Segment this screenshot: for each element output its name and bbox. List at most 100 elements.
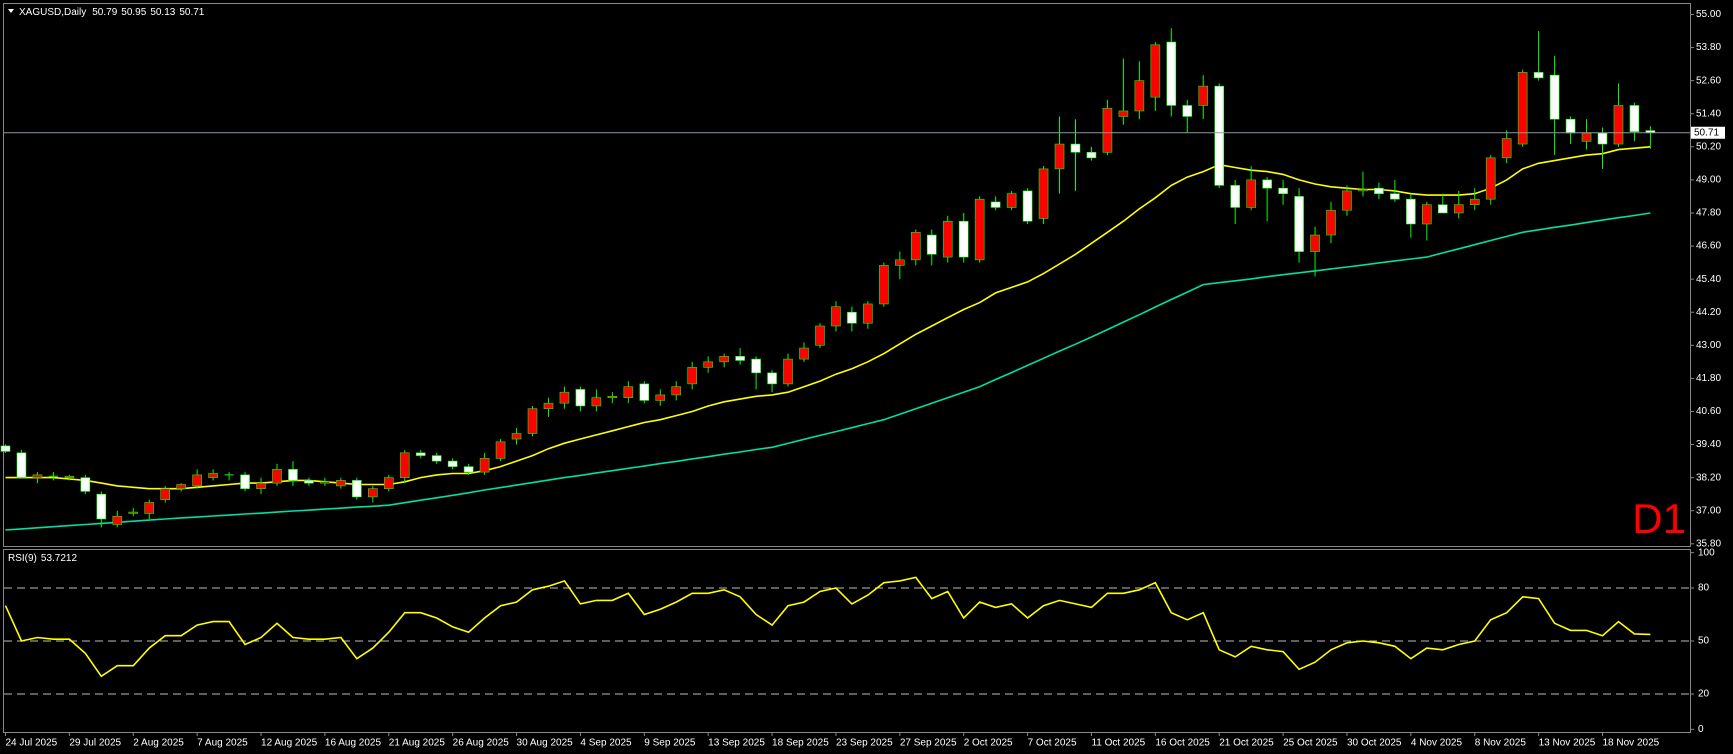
x-tick-label: 21 Oct 2025 (1219, 738, 1274, 749)
y-tick-label: 20 (1698, 689, 1710, 700)
candle-body (1406, 198, 1416, 225)
candle-body (591, 397, 602, 407)
candle-body (719, 356, 729, 363)
candle-body (1438, 204, 1448, 214)
candle-body (543, 402, 554, 410)
candle-body (0, 445, 11, 452)
candle-body (655, 394, 666, 401)
y-tick-label: 52.60 (1696, 75, 1721, 86)
menu-icon[interactable] (8, 9, 14, 13)
x-tick-label: 11 Oct 2025 (1091, 738, 1145, 749)
candle-body (112, 515, 123, 525)
candle-body (767, 372, 777, 385)
candle-body (1054, 143, 1065, 170)
y-tick-label: 38.20 (1696, 472, 1721, 483)
x-tick-label: 30 Aug 2025 (517, 738, 574, 749)
x-tick-label: 27 Sep 2025 (900, 738, 957, 749)
candle-body (847, 311, 857, 324)
candle-body (1006, 193, 1017, 208)
candle-body (288, 469, 298, 481)
candle-body (958, 220, 969, 258)
candle-body (559, 391, 570, 404)
candle-body (1038, 168, 1049, 219)
candle-body (607, 396, 618, 398)
candle-body (751, 358, 761, 374)
candle-body (383, 477, 394, 489)
candle-body (735, 356, 745, 361)
y-tick-label: 43.00 (1696, 340, 1721, 351)
candle-body (256, 482, 266, 489)
candle-body (815, 325, 825, 346)
candle-body (336, 480, 346, 487)
candle-body (431, 455, 442, 462)
candle-body (1326, 209, 1336, 236)
candle-body (703, 361, 713, 368)
candle-body (1501, 138, 1512, 159)
y-tick-label: 51.40 (1696, 108, 1721, 119)
candle-body (1166, 41, 1177, 106)
candle-body (463, 466, 474, 473)
candle-body (1150, 44, 1161, 98)
candle-body (80, 477, 91, 492)
y-tick-label: 45.40 (1696, 274, 1721, 285)
candle-body (1469, 198, 1480, 205)
y-tick-label: 49.00 (1696, 175, 1721, 186)
candle-body (799, 347, 809, 360)
low-value: 50.13 (150, 7, 175, 18)
x-tick-label: 8 Nov 2025 (1475, 738, 1527, 749)
candle-body (511, 433, 522, 440)
candle-body (368, 488, 378, 498)
candle-body (990, 201, 1001, 208)
candle-body (974, 198, 985, 261)
candle-body (1086, 152, 1097, 159)
x-tick-label: 4 Nov 2025 (1411, 738, 1463, 749)
rsi-value: 53.7212 (41, 553, 78, 564)
candle-body (32, 474, 43, 478)
x-tick-label: 7 Aug 2025 (197, 738, 248, 749)
x-tick-label: 13 Nov 2025 (1539, 738, 1596, 749)
candle-body (96, 493, 107, 520)
x-tick-label: 2 Oct 2025 (964, 738, 1013, 749)
candle-body (1214, 85, 1225, 186)
candle-body (910, 231, 921, 261)
candle-body (1182, 105, 1193, 117)
candle-body (623, 386, 634, 398)
candle-body (1374, 187, 1384, 194)
y-tick-label: 40.60 (1696, 406, 1721, 417)
candle-body (895, 259, 905, 266)
candle-body (575, 389, 586, 407)
y-tick-label: 100 (1698, 547, 1715, 558)
moving-average-line (5, 212, 1651, 531)
candle-body (160, 488, 170, 500)
candle-body (1390, 193, 1400, 200)
candle-body (1358, 189, 1368, 192)
x-tick-label: 2 Aug 2025 (133, 738, 184, 749)
candle-body (208, 473, 218, 478)
x-tick-label: 29 Jul 2025 (69, 738, 121, 749)
y-tick-label: 46.60 (1696, 241, 1721, 252)
candle-body (1629, 105, 1640, 132)
x-tick-label: 16 Oct 2025 (1155, 738, 1210, 749)
candle-body (783, 358, 793, 385)
candle-body (320, 481, 330, 484)
candle-body (447, 460, 458, 467)
candle-body (1422, 204, 1432, 225)
x-tick-label: 21 Aug 2025 (389, 738, 446, 749)
y-tick-label: 50.20 (1696, 141, 1721, 152)
x-tick-label: 30 Oct 2025 (1347, 738, 1402, 749)
close-value: 50.71 (179, 7, 204, 18)
x-tick-label: 26 Aug 2025 (453, 738, 510, 749)
y-tick-label: 50 (1698, 636, 1710, 647)
x-tick-label: 18 Nov 2025 (1603, 738, 1660, 749)
x-tick-label: 23 Sep 2025 (836, 738, 893, 749)
candle-body (16, 452, 27, 478)
x-tick-label: 9 Sep 2025 (644, 738, 696, 749)
candle-body (1517, 72, 1528, 145)
candle-body (128, 511, 139, 514)
candle-body (1485, 157, 1496, 200)
open-value: 50.79 (92, 7, 117, 18)
y-tick-label: 80 (1698, 583, 1710, 594)
candle-body (1118, 110, 1129, 117)
candle-body (1342, 190, 1352, 211)
